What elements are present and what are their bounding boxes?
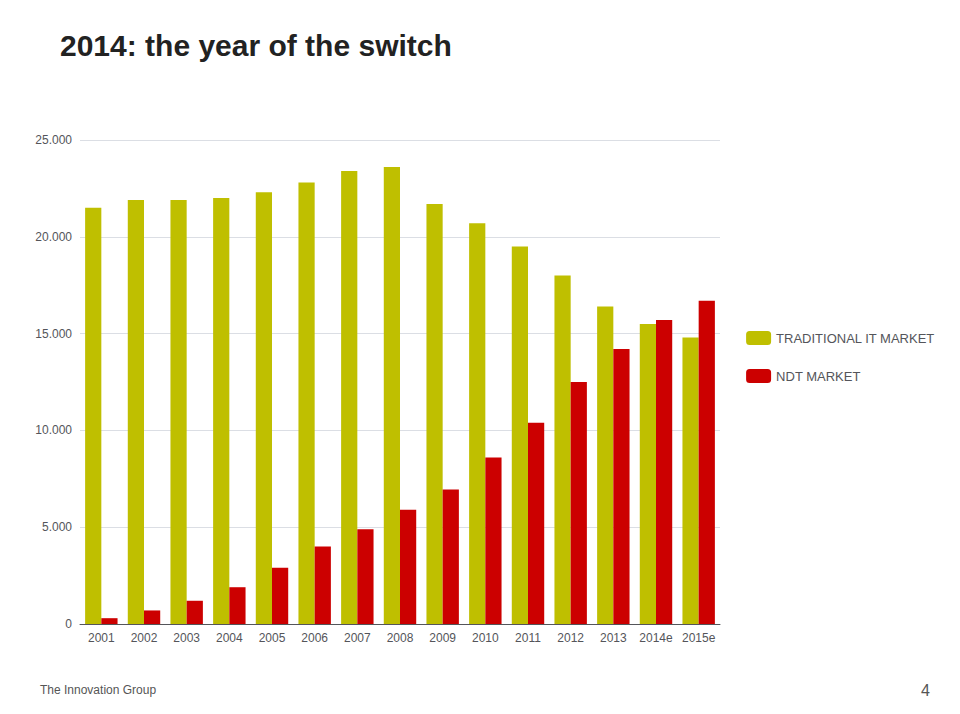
svg-text:2012: 2012	[557, 631, 584, 645]
svg-text:15.000: 15.000	[35, 327, 72, 341]
svg-text:TRADITIONAL IT MARKET: TRADITIONAL IT MARKET	[776, 331, 934, 346]
svg-text:25.000: 25.000	[35, 133, 72, 147]
svg-text:2013: 2013	[600, 631, 627, 645]
svg-text:2011: 2011	[515, 631, 541, 645]
svg-text:2014: the year of the switch: 2014: the year of the switch	[60, 29, 452, 62]
svg-text:2009: 2009	[429, 631, 456, 645]
svg-text:5.000: 5.000	[42, 520, 72, 534]
svg-text:2006: 2006	[301, 631, 328, 645]
svg-text:NDT MARKET: NDT MARKET	[776, 369, 860, 384]
svg-text:2014e: 2014e	[639, 631, 673, 645]
svg-text:2015e: 2015e	[682, 631, 716, 645]
svg-text:0: 0	[65, 617, 72, 631]
svg-text:2005: 2005	[259, 631, 286, 645]
svg-text:2008: 2008	[387, 631, 414, 645]
svg-text:2004: 2004	[216, 631, 243, 645]
svg-text:20.000: 20.000	[35, 230, 72, 244]
svg-text:2003: 2003	[173, 631, 200, 645]
svg-text:2001: 2001	[88, 631, 115, 645]
svg-text:The Innovation Group: The Innovation Group	[40, 683, 156, 697]
svg-text:4: 4	[921, 682, 930, 699]
svg-text:10.000: 10.000	[35, 423, 72, 437]
svg-text:2010: 2010	[472, 631, 499, 645]
svg-text:2007: 2007	[344, 631, 371, 645]
svg-text:2002: 2002	[131, 631, 158, 645]
